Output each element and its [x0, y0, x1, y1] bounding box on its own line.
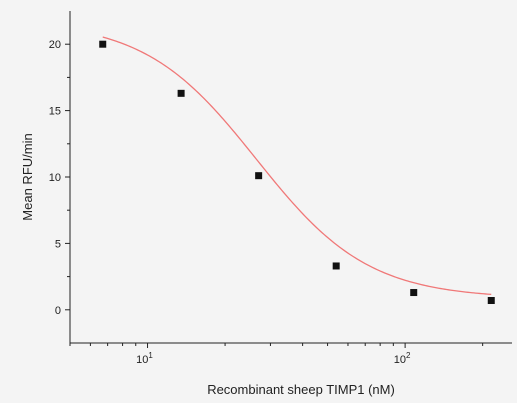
y-tick-label: 0: [55, 305, 61, 317]
axis-labels: Recombinant sheep TIMP1 (nM) Mean RFU/mi…: [20, 133, 395, 397]
y-tick-label: 10: [49, 172, 61, 184]
data-points-layer: [99, 40, 495, 305]
y-axis-title: Mean RFU/min: [20, 133, 35, 220]
x-axis-title: Recombinant sheep TIMP1 (nM): [207, 382, 395, 397]
x-tick-label-exponent: 1: [148, 351, 153, 360]
y-tick-label: 20: [49, 39, 61, 51]
data-point: [255, 172, 263, 180]
y-tick-label: 15: [49, 106, 61, 118]
data-point: [99, 40, 107, 48]
fit-curve-layer: [102, 36, 492, 296]
data-point: [332, 262, 340, 270]
x-tick-label-base: 10: [136, 354, 148, 366]
data-point: [487, 297, 495, 305]
x-tick-label: 102: [394, 351, 411, 366]
y-tick-label: 5: [55, 238, 61, 250]
fit-curve: [102, 36, 492, 296]
x-tick-label-base: 10: [394, 354, 406, 366]
data-point: [177, 89, 185, 97]
x-tick-label: 101: [136, 351, 153, 366]
x-tick-label-exponent: 2: [406, 351, 411, 360]
data-point: [410, 289, 418, 297]
